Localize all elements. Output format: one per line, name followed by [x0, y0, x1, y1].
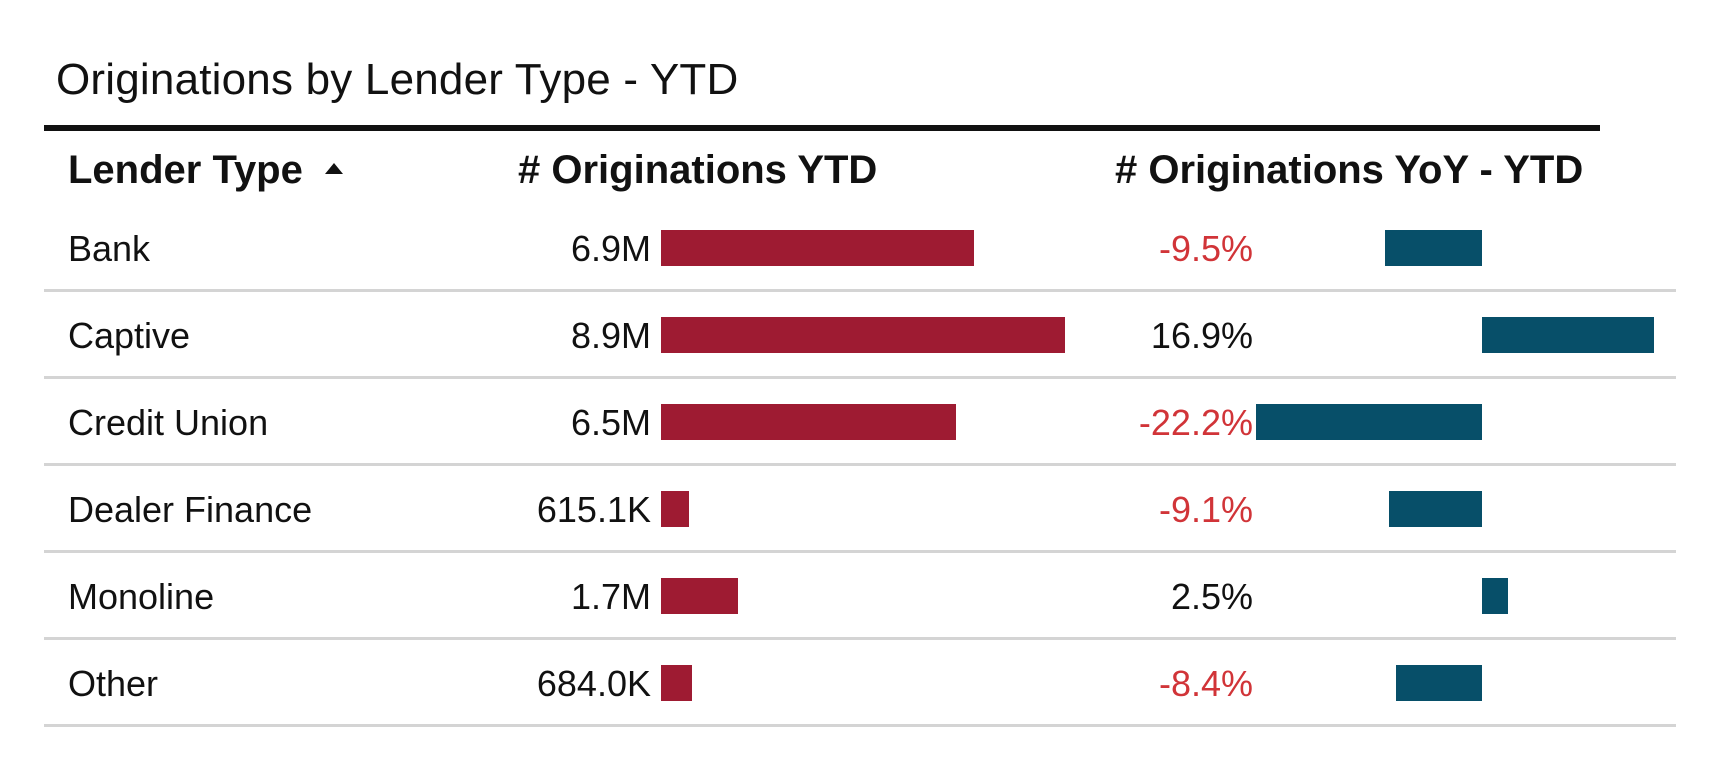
row-divider [44, 550, 1676, 553]
table-row[interactable]: Credit Union 6.5M -22.2% [44, 380, 1676, 466]
chart-title: Originations by Lender Type - YTD [56, 55, 739, 104]
title-rule [44, 125, 1600, 131]
lender-type-cell: Credit Union [68, 402, 269, 443]
sort-ascending-icon[interactable] [324, 162, 343, 174]
table-row[interactable]: Bank 6.9M -9.5% [44, 206, 1676, 292]
table-row[interactable]: Other 684.0K -8.4% [44, 641, 1676, 727]
column-header-label: Lender Type [68, 148, 303, 192]
column-header-originations-ytd[interactable]: # Originations YTD [518, 148, 878, 192]
yoy-bar[interactable] [1385, 230, 1482, 266]
originations-bar[interactable] [661, 230, 975, 266]
yoy-value: 2.5% [1170, 576, 1253, 617]
originations-value: 6.5M [570, 402, 651, 443]
originations-bar[interactable] [661, 404, 957, 440]
column-header-originations-yoy[interactable]: # Originations YoY - YTD [1115, 148, 1584, 192]
lender-type-cell: Other [68, 663, 159, 704]
yoy-value: -22.2% [1138, 402, 1253, 443]
originations-value: 684.0K [536, 663, 651, 704]
row-divider [44, 376, 1676, 379]
yoy-bar[interactable] [1396, 665, 1482, 701]
yoy-value: -8.4% [1158, 663, 1253, 704]
lender-type-cell: Captive [68, 315, 191, 356]
lender-type-cell: Monoline [68, 576, 215, 617]
yoy-bar[interactable] [1255, 404, 1482, 440]
yoy-bar[interactable] [1389, 491, 1482, 527]
table-row[interactable]: Monoline 1.7M 2.5% [44, 554, 1676, 640]
row-divider [44, 637, 1676, 640]
column-header-lender-type[interactable]: Lender Type [68, 140, 343, 200]
row-divider [44, 463, 1676, 466]
yoy-value: -9.1% [1158, 489, 1253, 530]
yoy-value: 16.9% [1150, 315, 1253, 356]
originations-value: 6.9M [570, 228, 651, 269]
lender-type-cell: Bank [68, 228, 151, 269]
originations-value: 1.7M [570, 576, 651, 617]
table-row[interactable]: Dealer Finance 615.1K -9.1% [44, 467, 1676, 553]
row-divider [44, 724, 1676, 727]
lender-type-cell: Dealer Finance [68, 489, 313, 530]
originations-bar[interactable] [661, 491, 689, 527]
row-divider [44, 289, 1676, 292]
yoy-value: -9.5% [1158, 228, 1253, 269]
table-row[interactable]: Captive 8.9M 16.9% [44, 293, 1676, 379]
originations-bar[interactable] [661, 665, 693, 701]
yoy-bar[interactable] [1482, 317, 1655, 353]
originations-value: 8.9M [570, 315, 651, 356]
yoy-bar[interactable] [1482, 578, 1508, 614]
originations-bar[interactable] [661, 578, 739, 614]
originations-bar[interactable] [661, 317, 1065, 353]
originations-value: 615.1K [536, 489, 651, 530]
